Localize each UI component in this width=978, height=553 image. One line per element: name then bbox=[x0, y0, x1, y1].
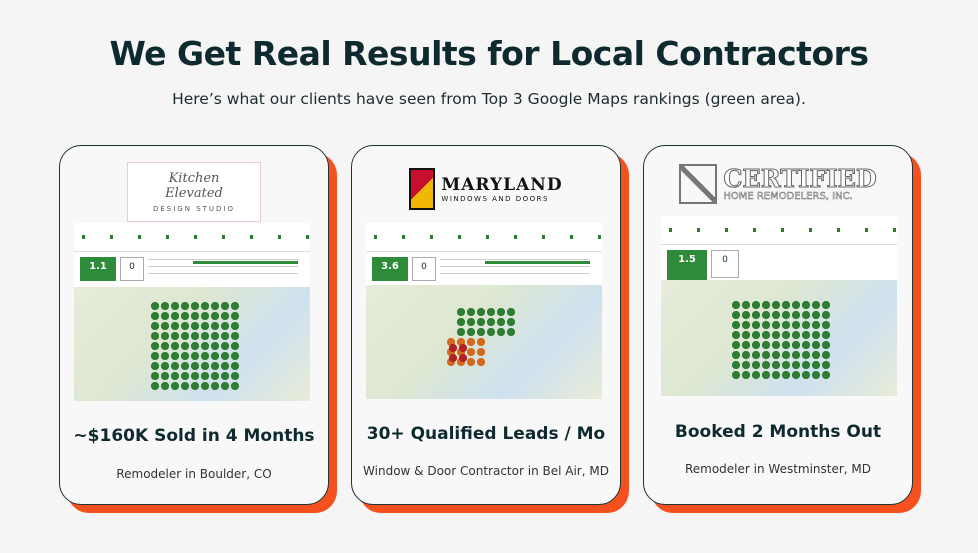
logo-name: Kitchen Elevated bbox=[165, 171, 223, 201]
logo-flag bbox=[409, 168, 436, 210]
rank-screenshot: 1.1 0 bbox=[74, 223, 310, 401]
card: MARYLAND WINDOWS AND DOORS 3.6 0 30+ Qua… bbox=[351, 145, 621, 505]
logo-box: Kitchen Elevated DESIGN STUDIO bbox=[127, 162, 261, 222]
subtitle: Here’s what our clients have seen from T… bbox=[172, 90, 806, 108]
logo-icon bbox=[679, 164, 718, 204]
logo-tag: WINDOWS AND DOORS bbox=[441, 195, 549, 203]
count: 0 bbox=[412, 257, 436, 281]
card: CERTIFIED HOME REMODELERS, INC. 1.5 0 Bo… bbox=[643, 145, 913, 505]
map bbox=[661, 280, 897, 396]
count: 0 bbox=[711, 250, 739, 278]
avg-rank: 1.1 bbox=[80, 257, 116, 281]
headline: Booked 2 Months Out bbox=[674, 422, 882, 442]
logo-box: MARYLAND WINDOWS AND DOORS bbox=[409, 168, 562, 210]
headline: 30+ Qualified Leads / Mo bbox=[366, 424, 606, 444]
logo-tag: HOME REMODELERS, INC. bbox=[723, 190, 853, 202]
map bbox=[366, 285, 602, 399]
rank-grid bbox=[150, 301, 240, 391]
logo-name: CERTIFIED bbox=[723, 163, 877, 193]
rank-grid bbox=[731, 300, 831, 380]
timeline bbox=[661, 216, 897, 245]
caption: Window & Door Contractor in Bel Air, MD bbox=[363, 464, 609, 478]
rank-grid bbox=[456, 307, 516, 337]
title: We Get Real Results for Local Contractor… bbox=[109, 34, 869, 73]
timeline bbox=[74, 223, 310, 252]
logo-tag: DESIGN STUDIO bbox=[152, 205, 235, 213]
rank-bars bbox=[440, 259, 590, 279]
rank-grid-low bbox=[448, 343, 468, 363]
headline: ~$160K Sold in 4 Months bbox=[73, 426, 315, 446]
logo-box: CERTIFIED HOME REMODELERS, INC. bbox=[679, 163, 877, 204]
rank-screenshot: 1.5 0 bbox=[661, 216, 897, 396]
logo-name: MARYLAND bbox=[441, 175, 563, 195]
logo: CERTIFIED HOME REMODELERS, INC. bbox=[644, 164, 912, 208]
caption: Remodeler in Boulder, CO bbox=[116, 467, 272, 481]
logo: Kitchen Elevated DESIGN STUDIO bbox=[60, 162, 328, 222]
caption: Remodeler in Westminster, MD bbox=[684, 462, 872, 476]
timeline bbox=[366, 223, 602, 252]
avg-rank: 3.6 bbox=[372, 257, 408, 281]
map bbox=[74, 287, 310, 401]
avg-rank: 1.5 bbox=[667, 250, 707, 280]
logo: MARYLAND WINDOWS AND DOORS bbox=[352, 168, 620, 214]
rank-bars bbox=[148, 259, 298, 279]
card: Kitchen Elevated DESIGN STUDIO 1.1 0 ~$1… bbox=[59, 145, 329, 505]
rank-screenshot: 3.6 0 bbox=[366, 223, 602, 399]
count: 0 bbox=[120, 257, 144, 281]
